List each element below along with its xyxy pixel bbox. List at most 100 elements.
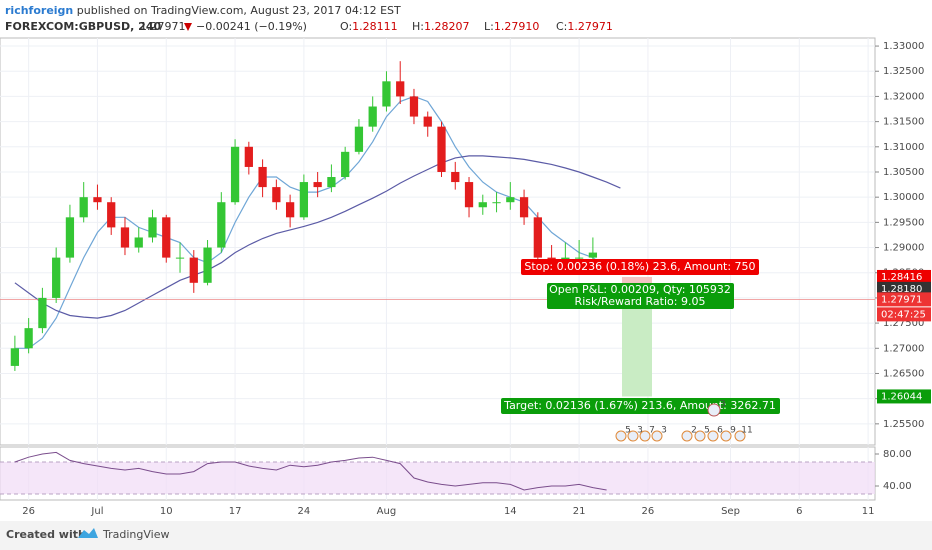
event-label: 2 xyxy=(691,426,697,436)
footer-bar xyxy=(0,521,932,550)
last-tag xyxy=(877,292,931,307)
x-tick-label: 6 xyxy=(796,506,802,517)
candle-body xyxy=(313,182,322,188)
candle-body xyxy=(189,257,198,283)
event-label: 5 xyxy=(704,426,710,436)
pnl-text: Open P&L: 0.00209, Qty: 105932 xyxy=(549,283,731,296)
event-icon xyxy=(615,430,627,442)
event-label: 11 xyxy=(741,426,752,436)
published: published on TradingView.com, August 23,… xyxy=(77,4,401,17)
candle-body xyxy=(10,348,20,366)
ohlc-value: 1.27910 xyxy=(494,20,540,33)
ohlc: L:1.27910 xyxy=(484,20,539,33)
entry-tag xyxy=(877,281,931,296)
event-icon xyxy=(707,403,721,417)
y-tick-label: 1.29000 xyxy=(883,243,924,254)
candle-body xyxy=(299,182,309,218)
y-tick-label: 1.33000 xyxy=(883,41,924,52)
candle-body xyxy=(24,328,33,349)
ohlc: C:1.27971 xyxy=(556,20,613,33)
symbol: FOREXCOM:GBPUSD, 240 xyxy=(5,20,161,33)
moving-average xyxy=(14,155,621,319)
entry-tag-label: 1.28180 xyxy=(881,284,922,295)
candle-body xyxy=(148,217,157,238)
event-label: 9 xyxy=(730,426,736,436)
event-label: 3 xyxy=(720,400,726,410)
stop-tag xyxy=(877,269,931,284)
y-tick-label: 1.32500 xyxy=(883,66,924,77)
down-arrow xyxy=(184,23,192,31)
candle-body xyxy=(230,146,240,203)
candle-body xyxy=(533,217,542,258)
x-tick-label: 26 xyxy=(642,506,655,517)
candle-body xyxy=(52,257,61,298)
y-tick-label: 1.25500 xyxy=(883,419,924,430)
last-tag-label: 1.27971 xyxy=(881,294,922,305)
event-icon xyxy=(694,430,706,442)
event-icon xyxy=(707,430,719,442)
event-label: 3 xyxy=(661,426,667,436)
y-tick-label: 40.00 xyxy=(883,481,912,492)
author[interactable]: richforeign xyxy=(5,4,73,17)
candle-body xyxy=(519,197,529,218)
stop-text: Stop: 0.00236 (0.18%) 23.6, Amount: 750 xyxy=(524,260,755,273)
stop-tag-label: 1.28416 xyxy=(881,272,922,283)
ohlc: O:1.28111 xyxy=(340,20,398,33)
footer-brand[interactable]: TradingView xyxy=(102,528,169,541)
candle-body xyxy=(285,202,295,218)
event-icon xyxy=(627,430,639,442)
candle-body xyxy=(38,297,47,329)
candle-body xyxy=(478,202,487,208)
y-tick-label: 1.30000 xyxy=(883,192,924,203)
event-icon xyxy=(681,430,693,442)
event-icon xyxy=(720,430,732,442)
candle-body xyxy=(368,106,377,127)
candle-body xyxy=(258,166,267,188)
target-text: Target: 0.02136 (1.67%) 213.6, Amount: 3… xyxy=(503,399,776,412)
event-icon xyxy=(639,430,651,442)
y-tick-label: 1.30500 xyxy=(883,167,924,178)
candle-body xyxy=(134,237,143,248)
candle-body xyxy=(354,126,364,152)
event-label: 3 xyxy=(637,426,643,436)
candle-body xyxy=(217,202,226,248)
candle-body xyxy=(437,126,446,172)
candle-body xyxy=(492,202,501,204)
y-tick-label: 1.26500 xyxy=(883,368,924,379)
event-label: 7 xyxy=(649,426,655,436)
event-icon xyxy=(651,430,663,442)
ohlc-value: 1.28207 xyxy=(424,20,470,33)
last: 1.27971 xyxy=(140,20,186,33)
target-tag xyxy=(877,389,931,404)
ohlc-value: 1.27971 xyxy=(567,20,613,33)
y-tick-label: 1.31000 xyxy=(883,142,924,153)
candle-body xyxy=(506,197,515,203)
candle-body xyxy=(574,257,584,259)
countdown-tag xyxy=(877,307,931,322)
ohlc-value: 1.28111 xyxy=(352,20,398,33)
rsi-line xyxy=(14,451,607,491)
event-label: 6 xyxy=(717,426,723,436)
price-pane xyxy=(0,37,876,446)
candle-body xyxy=(588,252,598,258)
y-tick-label: 1.29500 xyxy=(883,217,924,228)
target-tag-label: 1.26044 xyxy=(881,391,922,402)
candle-body xyxy=(341,151,350,178)
ohlc-label: H: xyxy=(412,20,424,33)
candle-body xyxy=(272,187,281,203)
candle-body xyxy=(162,217,171,258)
x-tick-label: Sep xyxy=(721,506,740,517)
candle-body xyxy=(65,217,75,258)
logo xyxy=(78,528,98,538)
x-tick-label: 21 xyxy=(573,506,586,517)
x-tick-label: 11 xyxy=(862,506,875,517)
candle-body xyxy=(93,197,102,203)
header-line: richforeign published on TradingView.com… xyxy=(5,4,401,17)
candle-body xyxy=(244,146,253,167)
ohlc-label: O: xyxy=(340,20,352,33)
stop-zone xyxy=(622,276,652,289)
y-tick-label: 1.32000 xyxy=(883,91,924,102)
footer-created: Created with xyxy=(6,528,86,541)
